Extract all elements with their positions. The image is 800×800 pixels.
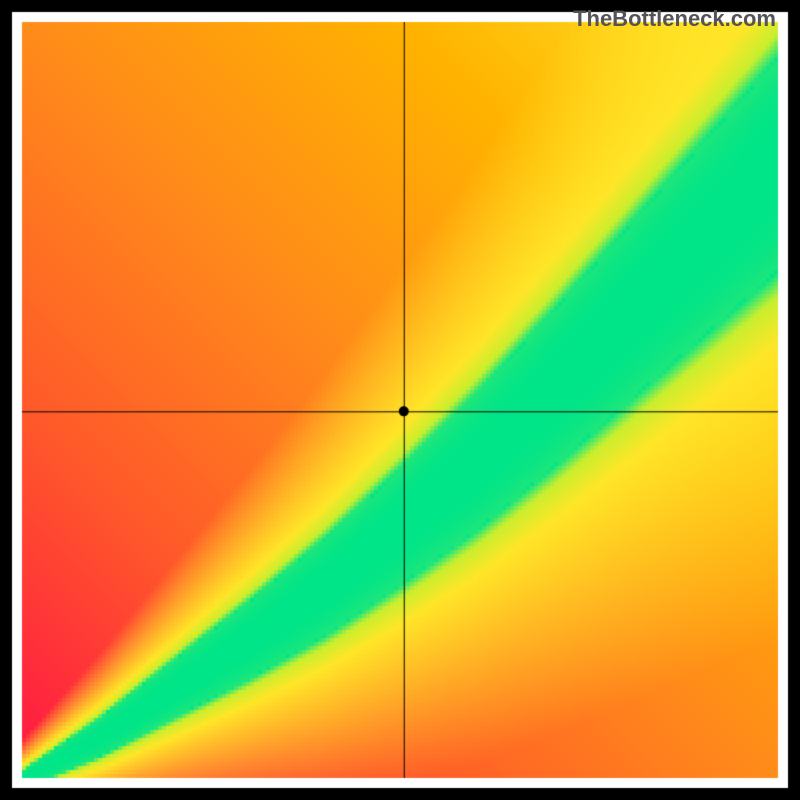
bottleneck-heatmap (0, 0, 800, 800)
chart-container: TheBottleneck.com (0, 0, 800, 800)
watermark-text: TheBottleneck.com (573, 6, 776, 32)
